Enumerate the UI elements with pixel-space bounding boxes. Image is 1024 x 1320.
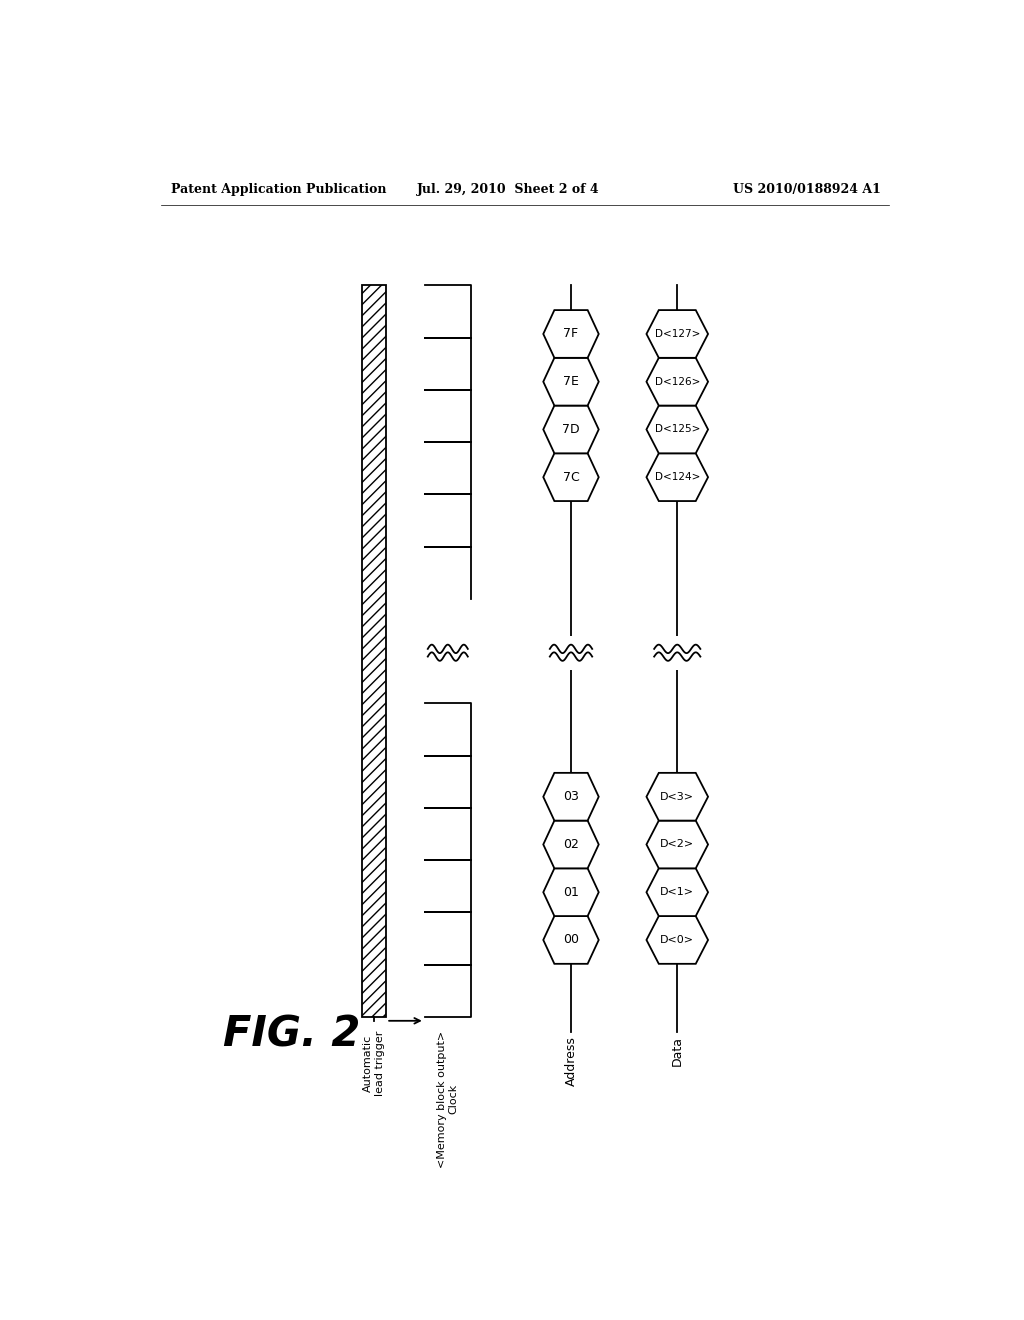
Text: Address: Address xyxy=(564,1036,578,1086)
Text: 02: 02 xyxy=(563,838,579,851)
Text: D<127>: D<127> xyxy=(654,329,700,339)
Bar xyxy=(650,636,705,669)
Polygon shape xyxy=(544,774,599,821)
Polygon shape xyxy=(544,869,599,916)
Polygon shape xyxy=(646,774,708,821)
Polygon shape xyxy=(544,358,599,405)
Text: 00: 00 xyxy=(563,933,579,946)
Bar xyxy=(546,636,596,669)
Text: 7F: 7F xyxy=(563,327,579,341)
Text: D<124>: D<124> xyxy=(654,473,700,482)
Polygon shape xyxy=(646,405,708,453)
Text: US 2010/0188924 A1: US 2010/0188924 A1 xyxy=(733,183,882,197)
Bar xyxy=(424,636,472,669)
Text: D<3>: D<3> xyxy=(660,792,694,801)
Text: 7D: 7D xyxy=(562,422,580,436)
Text: D<2>: D<2> xyxy=(660,840,694,850)
Polygon shape xyxy=(544,916,599,964)
Text: 7E: 7E xyxy=(563,375,579,388)
Text: D<125>: D<125> xyxy=(654,425,700,434)
Text: D<0>: D<0> xyxy=(660,935,694,945)
Text: 01: 01 xyxy=(563,886,579,899)
Bar xyxy=(361,285,386,1016)
Text: D<1>: D<1> xyxy=(660,887,694,898)
Text: <Memory block output>
Clock: <Memory block output> Clock xyxy=(437,1031,459,1168)
Polygon shape xyxy=(544,821,599,869)
Text: 03: 03 xyxy=(563,791,579,804)
Text: Jul. 29, 2010  Sheet 2 of 4: Jul. 29, 2010 Sheet 2 of 4 xyxy=(417,183,599,197)
Polygon shape xyxy=(646,310,708,358)
Text: FIG. 2: FIG. 2 xyxy=(223,1014,360,1056)
Text: Automatic
lead trigger: Automatic lead trigger xyxy=(364,1031,385,1096)
Text: Data: Data xyxy=(671,1036,684,1067)
Text: D<126>: D<126> xyxy=(654,376,700,387)
Polygon shape xyxy=(646,916,708,964)
Text: 7C: 7C xyxy=(562,471,580,483)
Polygon shape xyxy=(646,358,708,405)
Polygon shape xyxy=(646,821,708,869)
Polygon shape xyxy=(544,453,599,502)
Polygon shape xyxy=(544,310,599,358)
Text: Patent Application Publication: Patent Application Publication xyxy=(171,183,386,197)
Polygon shape xyxy=(646,869,708,916)
Polygon shape xyxy=(544,405,599,453)
Polygon shape xyxy=(646,453,708,502)
